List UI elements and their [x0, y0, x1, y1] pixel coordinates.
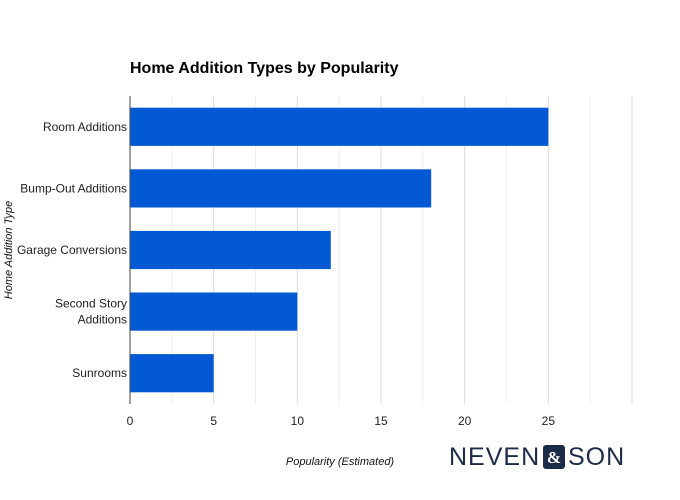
y-tick-label: Bump-Out Additions [20, 181, 127, 195]
bar [130, 107, 549, 146]
logo-mark-glyph: & [547, 448, 561, 467]
x-tick-label: 0 [127, 414, 134, 428]
gridlines [171, 96, 633, 404]
x-tick-label: 10 [291, 414, 305, 428]
y-tick-label: Sunrooms [72, 366, 127, 380]
bars [130, 107, 549, 393]
logo-mark-icon [543, 445, 565, 469]
y-axis-title: Home Addition Type [3, 201, 15, 299]
x-tick-label: 20 [458, 414, 472, 428]
x-tick-label: 25 [542, 414, 556, 428]
y-tick-labels: Room Additions Bump-Out Additions Garage C… [17, 120, 127, 380]
bar [130, 169, 432, 208]
x-axis-title: Popularity (Estimated) [286, 456, 395, 468]
bar [130, 292, 298, 331]
logo-text-son: SON [568, 443, 625, 471]
x-tick-label: 5 [210, 414, 217, 428]
x-tick-label: 15 [374, 414, 388, 428]
y-tick-label: Second Story Additions [55, 297, 127, 327]
y-tick-label: Room Additions [43, 120, 127, 134]
bar [130, 354, 214, 393]
x-tick-labels: 0 5 10 15 20 25 [127, 414, 556, 428]
bar [130, 230, 331, 270]
brand-logo: NEVEN & SON [449, 443, 625, 471]
logo-text-neven: NEVEN [449, 443, 540, 471]
chart-title: Home Addition Types by Popularity [130, 60, 399, 77]
y-tick-label: Garage Conversions [17, 243, 127, 257]
